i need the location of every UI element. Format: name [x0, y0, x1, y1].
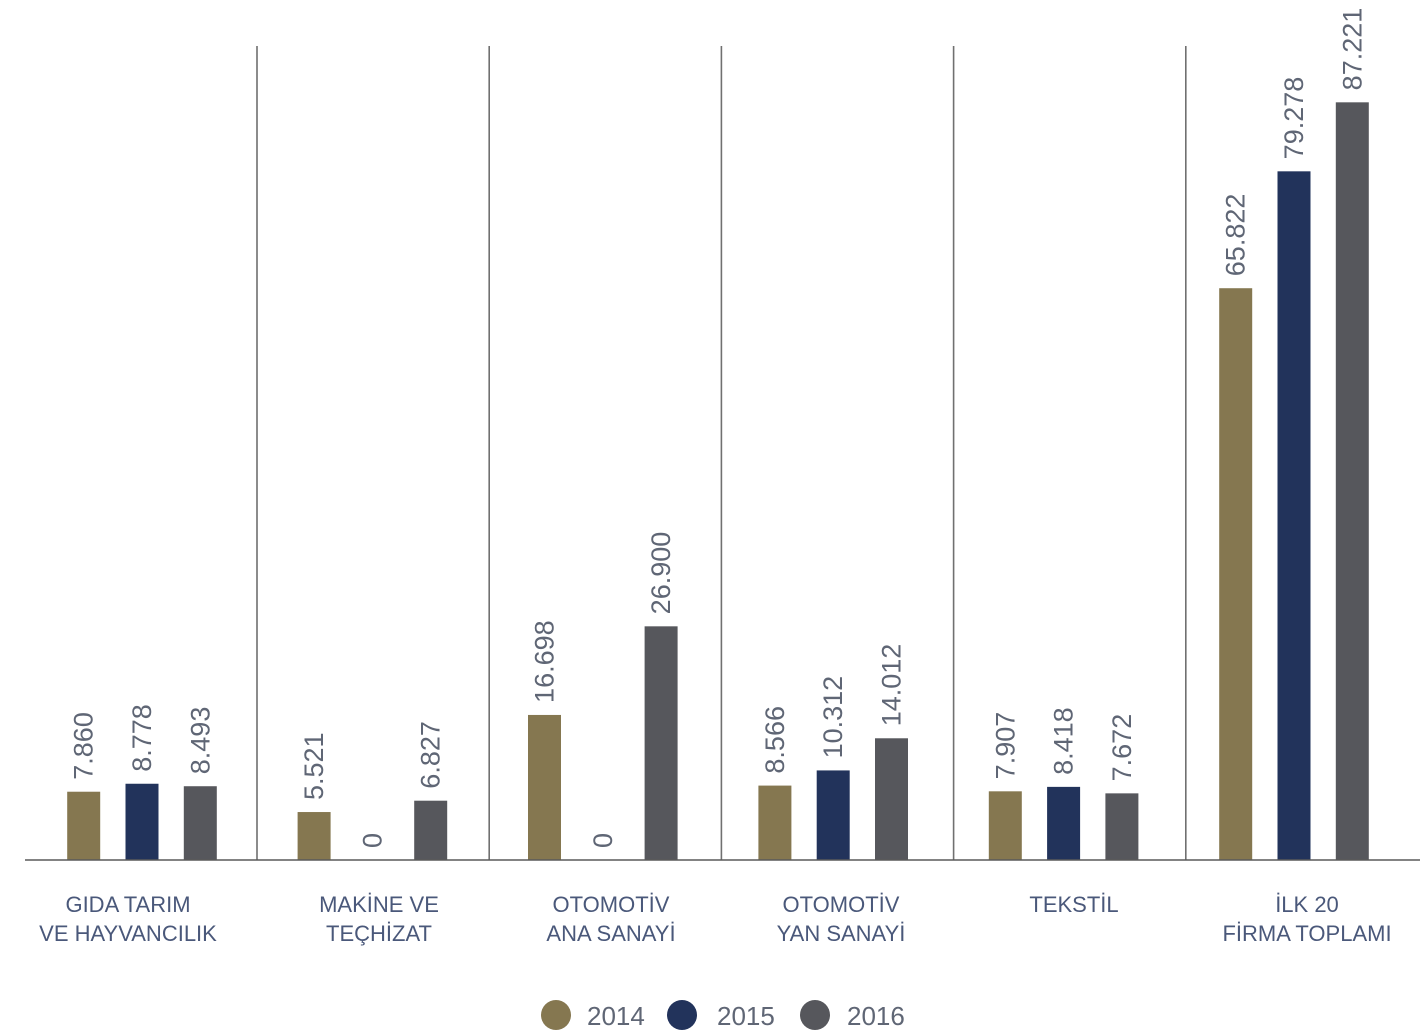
group-separators [256, 46, 1187, 860]
bar-2014 [988, 791, 1022, 860]
legend-swatch [800, 1000, 830, 1030]
category-label: OTOMOTİV YAN SANAYİ [777, 892, 906, 946]
data-label: 0 [588, 833, 618, 848]
data-label: 14.012 [877, 644, 907, 727]
data-label: 26.900 [646, 532, 676, 615]
category-label-line: YAN SANAYİ [777, 921, 906, 946]
category-label: İLK 20 FİRMA TOPLAMI [1222, 892, 1391, 946]
category-label-line: TEÇHİZAT [326, 921, 432, 946]
category-label: GIDA TARIM VE HAYVANCILIK [39, 892, 217, 946]
bar-2016 [183, 786, 217, 860]
legend-swatch [541, 1000, 571, 1030]
category-label: OTOMOTİV ANA SANAYİ [546, 892, 675, 946]
category-label-line: MAKİNE VE [319, 892, 439, 917]
category-label-line: ANA SANAYİ [546, 921, 675, 946]
bar-2016 [1105, 793, 1139, 860]
bar-2015 [816, 770, 850, 860]
bar-2015 [125, 783, 159, 860]
category-label: TEKSTİL [1029, 892, 1118, 917]
bars [67, 102, 1369, 861]
data-label: 8.778 [127, 704, 157, 772]
category-label-line: OTOMOTİV [783, 892, 900, 917]
legend-item-2016: 2016 [800, 1000, 905, 1031]
legend-label: 2016 [847, 1001, 905, 1031]
category-label-line: İLK 20 [1275, 892, 1339, 917]
data-label: 16.698 [530, 620, 560, 703]
legend-item-2014: 2014 [541, 1000, 645, 1031]
legend-item-2015: 2015 [667, 1000, 775, 1031]
bar-2014 [67, 791, 101, 860]
category-label-line: FİRMA TOPLAMI [1222, 921, 1391, 946]
legend-swatch [667, 1000, 697, 1030]
bar-2016 [644, 626, 678, 860]
data-label: 5.521 [299, 732, 329, 800]
bar-2014 [297, 812, 331, 860]
data-label: 7.907 [990, 712, 1020, 780]
category-label-line: GIDA TARIM [65, 892, 190, 917]
data-label: 7.860 [69, 712, 99, 780]
data-label: 79.278 [1279, 77, 1309, 160]
bar-2014 [758, 785, 792, 860]
data-label: 8.418 [1049, 707, 1079, 775]
data-label: 7.672 [1107, 714, 1137, 782]
bar-2015 [1277, 171, 1311, 861]
legend-label: 2015 [717, 1001, 775, 1031]
category-label-line: VE HAYVANCILIK [39, 921, 217, 946]
bar-2014 [528, 714, 561, 860]
data-label: 8.566 [760, 706, 790, 774]
data-label: 87.221 [1337, 8, 1367, 91]
category-label-line: OTOMOTİV [553, 892, 670, 917]
category-label-line: TEKSTİL [1029, 892, 1118, 917]
bar-2015 [1047, 786, 1081, 860]
legend: 2014 2015 2016 [541, 1000, 905, 1031]
data-label: 6.827 [416, 721, 446, 789]
data-label: 10.312 [818, 676, 848, 759]
category-label: MAKİNE VE TEÇHİZAT [319, 892, 439, 946]
bar-2016 [875, 738, 908, 860]
bar-2014 [1219, 288, 1253, 861]
data-labels: 7.860 8.778 8.493 5.521 0 6.827 16.698 0 26.900 8… [69, 8, 1368, 848]
data-label: 65.822 [1221, 194, 1251, 277]
data-label: 8.493 [185, 707, 215, 775]
data-label: 0 [357, 833, 387, 848]
bar-2016 [1335, 102, 1369, 860]
bar-2016 [414, 800, 448, 860]
category-labels: GIDA TARIM VE HAYVANCILIK MAKİNE VE TEÇHİZA… [39, 892, 1391, 946]
legend-label: 2014 [587, 1001, 645, 1031]
